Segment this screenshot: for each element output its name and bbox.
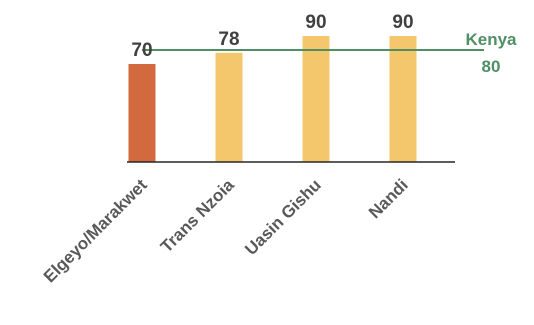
category-label: Uasin Gishu <box>241 175 325 259</box>
category-label: Trans Nzoia <box>157 175 238 256</box>
bar-uasin-gishu <box>302 36 330 162</box>
category-label: Nandi <box>365 175 412 222</box>
bars <box>128 36 417 162</box>
bar-trans-nzoia <box>215 52 243 162</box>
reference-line-value: 80 <box>482 57 501 76</box>
category-labels: Elgeyo/Marakwet Trans Nzoia Uasin Gishu Nan… <box>40 175 412 286</box>
data-label: 90 <box>392 12 413 33</box>
category-label: Elgeyo/Marakwet <box>40 175 151 286</box>
reference-line-label: Kenya <box>465 30 517 49</box>
bar-nandi <box>389 36 417 162</box>
data-label: 70 <box>131 40 152 61</box>
data-label: 90 <box>305 12 326 33</box>
value-labels: 70 78 90 90 <box>131 12 413 61</box>
reference-line-group: Kenya 80 <box>142 30 517 76</box>
bar-elgeyo-marakwet <box>128 64 156 162</box>
data-label: 78 <box>218 29 239 50</box>
